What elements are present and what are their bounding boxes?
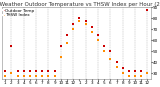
Point: [60, 56, 62, 58]
Point: [29, 70, 31, 72]
Point: [146, 73, 149, 74]
Point: [103, 51, 105, 52]
Point: [16, 75, 19, 76]
Point: [134, 70, 136, 72]
Point: [72, 23, 75, 25]
Point: [91, 31, 93, 32]
Point: [140, 70, 143, 72]
Point: [115, 62, 118, 63]
Point: [47, 75, 50, 76]
Point: [22, 75, 25, 76]
Point: [16, 70, 19, 72]
Point: [78, 18, 81, 19]
Legend: Outdoor Temp, THSW Index: Outdoor Temp, THSW Index: [3, 8, 35, 18]
Point: [66, 34, 68, 36]
Point: [97, 40, 99, 41]
Point: [134, 75, 136, 76]
Point: [115, 66, 118, 67]
Title: Milwaukee Weather Outdoor Temperature vs THSW Index per Hour (24 Hours): Milwaukee Weather Outdoor Temperature vs…: [0, 2, 160, 7]
Point: [53, 75, 56, 76]
Point: [97, 34, 99, 36]
Point: [121, 67, 124, 69]
Point: [84, 20, 87, 21]
Point: [47, 70, 50, 72]
Point: [4, 75, 6, 76]
Point: [35, 75, 37, 76]
Point: [29, 75, 31, 76]
Point: [4, 70, 6, 72]
Point: [128, 70, 130, 72]
Point: [35, 70, 37, 72]
Point: [41, 75, 44, 76]
Point: [128, 75, 130, 76]
Point: [53, 70, 56, 72]
Point: [146, 9, 149, 10]
Point: [60, 45, 62, 47]
Point: [66, 42, 68, 43]
Point: [78, 20, 81, 21]
Point: [72, 29, 75, 30]
Point: [103, 45, 105, 47]
Point: [22, 70, 25, 72]
Point: [10, 45, 13, 47]
Point: [91, 27, 93, 28]
Point: [109, 51, 112, 52]
Point: [140, 75, 143, 76]
Point: [84, 23, 87, 25]
Point: [121, 73, 124, 74]
Point: [109, 58, 112, 60]
Point: [41, 70, 44, 72]
Point: [10, 73, 13, 74]
